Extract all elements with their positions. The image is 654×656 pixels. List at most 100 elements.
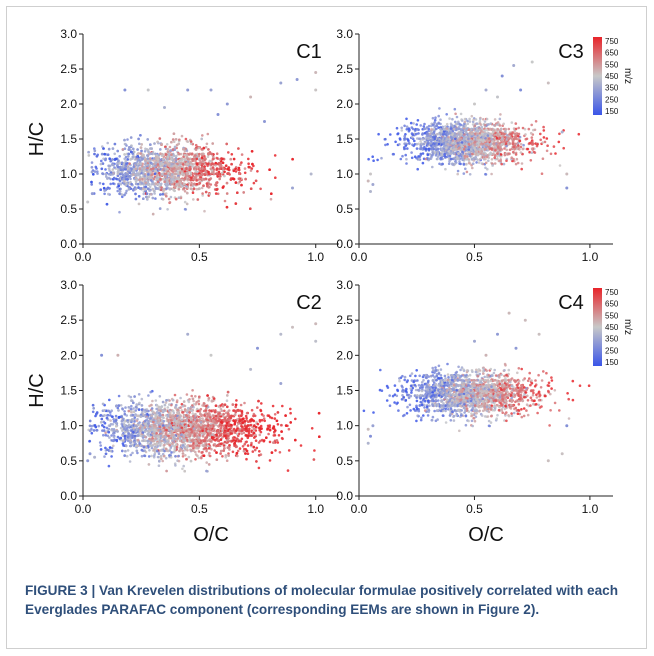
data-point	[447, 150, 450, 153]
data-point	[400, 129, 404, 132]
data-point	[139, 162, 142, 165]
data-point	[380, 156, 383, 160]
data-point	[158, 137, 162, 140]
data-point	[274, 176, 277, 179]
data-point	[465, 163, 468, 166]
data-point	[185, 185, 188, 188]
data-point	[117, 184, 120, 188]
data-point	[435, 124, 439, 128]
data-point	[541, 141, 544, 144]
data-point	[128, 175, 132, 178]
data-point	[215, 172, 218, 175]
c1-y-tick-label: 0.0	[60, 237, 77, 251]
data-point	[134, 180, 138, 183]
data-point	[185, 172, 189, 175]
data-point	[482, 118, 485, 121]
c1-y-tick-label: 2.5	[60, 62, 77, 76]
data-point	[468, 120, 472, 123]
data-point	[267, 432, 270, 436]
c3-colorbar-tick: 750	[605, 37, 619, 46]
data-point	[136, 153, 139, 156]
data-point	[505, 144, 508, 148]
data-point	[467, 142, 471, 146]
data-point	[422, 125, 426, 128]
data-point	[146, 170, 149, 173]
data-point	[495, 123, 499, 126]
data-point	[473, 102, 476, 106]
data-point	[108, 169, 111, 172]
data-point	[541, 157, 545, 160]
data-point	[183, 200, 187, 204]
data-point	[126, 158, 129, 161]
data-point	[453, 107, 457, 111]
data-point	[202, 178, 206, 181]
data-point	[234, 202, 238, 205]
data-point	[423, 122, 426, 126]
data-point	[124, 159, 127, 163]
data-point	[170, 155, 173, 158]
data-point	[478, 122, 482, 125]
data-point	[183, 187, 186, 190]
data-point	[474, 118, 478, 121]
data-point	[491, 164, 494, 167]
data-point	[101, 145, 104, 148]
data-point	[448, 154, 452, 158]
data-point	[148, 176, 151, 180]
data-point	[102, 186, 106, 190]
data-point	[184, 137, 188, 141]
data-point	[186, 162, 190, 166]
data-point	[151, 187, 154, 191]
data-point	[471, 152, 474, 156]
data-point	[435, 144, 438, 147]
data-point	[221, 161, 225, 165]
data-point	[520, 167, 523, 171]
data-point	[183, 207, 187, 211]
data-point	[487, 145, 491, 149]
data-point	[221, 186, 225, 189]
data-point	[201, 194, 204, 197]
data-point	[103, 192, 106, 196]
data-point	[279, 81, 283, 85]
data-point	[238, 447, 242, 450]
data-point	[508, 148, 512, 152]
data-point	[173, 186, 177, 189]
data-point	[441, 162, 445, 166]
data-point	[177, 177, 180, 180]
data-point	[377, 132, 380, 136]
data-point	[169, 149, 172, 152]
data-point	[458, 123, 462, 126]
data-point	[490, 172, 493, 176]
data-point	[542, 125, 545, 129]
x-axis-title: O/C	[193, 524, 229, 546]
data-point	[126, 178, 129, 181]
data-point	[93, 170, 97, 173]
data-point	[185, 154, 189, 157]
data-point	[197, 450, 201, 453]
data-point	[476, 153, 480, 156]
data-point	[106, 177, 109, 180]
van-krevelen-figure: 0.00.51.01.52.02.53.00.0 0.5 1.0H/CC10.00.…	[26, 27, 633, 546]
data-point	[142, 172, 145, 175]
c2-y-tick-label: 2.5	[60, 313, 77, 327]
data-point	[215, 156, 219, 160]
data-point	[200, 152, 204, 156]
data-point	[210, 162, 214, 166]
data-point	[480, 162, 484, 165]
data-point	[211, 155, 215, 159]
data-point	[309, 172, 313, 176]
data-point	[172, 140, 176, 143]
data-point	[188, 160, 192, 164]
data-point	[533, 151, 537, 154]
data-point	[472, 159, 476, 162]
data-point	[166, 208, 169, 211]
data-point	[243, 167, 247, 170]
data-point	[384, 137, 387, 141]
data-point	[263, 120, 266, 123]
data-point	[412, 122, 415, 125]
c1-x-tick-label: 0.5	[191, 250, 208, 264]
c1-y-tick-label: 3.0	[60, 27, 77, 41]
data-point	[165, 178, 168, 181]
data-point	[415, 132, 418, 136]
data-point	[242, 431, 246, 435]
data-point	[426, 142, 429, 146]
